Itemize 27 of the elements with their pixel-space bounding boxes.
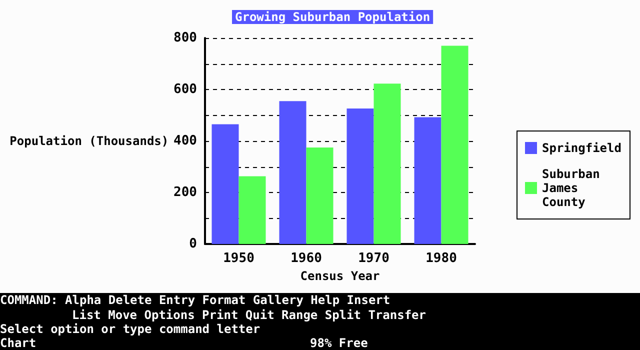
bar (238, 176, 266, 244)
bar (212, 124, 239, 244)
legend-label: Springfield (542, 141, 622, 155)
bar (306, 147, 334, 244)
text: List Move Options Print Quit Range Split Transfer (72, 308, 426, 322)
y-tick-label: 200 (174, 185, 198, 200)
y-tick-label: 400 (174, 134, 198, 148)
bar (414, 117, 442, 244)
bar (279, 101, 306, 244)
x-tick-label: 1970 (358, 251, 390, 266)
text: Chart (0, 336, 36, 350)
y-axis-title: Population (Thousands) (10, 134, 169, 148)
text: COMMAND: Alpha Delete Entry Format Gallery Help Insert (0, 293, 390, 307)
text: 98% Free (310, 336, 368, 350)
bar (441, 46, 468, 244)
y-tick-label: 800 (174, 30, 198, 46)
x-axis-title: Census Year (300, 269, 380, 283)
legend-label: Suburban James County (542, 167, 608, 209)
chart-title: Growing Suburban Population (235, 10, 430, 24)
x-tick-label: 1980 (426, 251, 458, 266)
bar (346, 108, 374, 244)
x-tick-label: 1960 (290, 251, 322, 266)
y-tick-label: 0 (189, 236, 198, 252)
text: Select option or type command letter (0, 322, 260, 336)
y-tick-label: 600 (174, 82, 198, 97)
bar (374, 84, 401, 244)
x-tick-label: 1950 (223, 251, 255, 266)
